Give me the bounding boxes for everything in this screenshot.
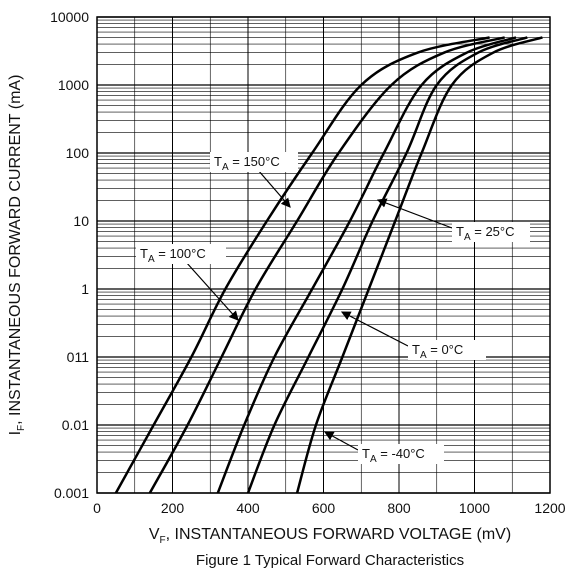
annotation-arrow [376, 198, 453, 229]
x-tick-label: 800 [387, 500, 411, 516]
annotation-rest: = 100°C [155, 246, 206, 261]
annotation-main: T [456, 224, 464, 239]
annotation-arrow [323, 431, 359, 451]
annotation-sub: A [222, 162, 229, 173]
annotation-rest: = 0°C [427, 342, 464, 357]
curve [114, 36, 490, 494]
curve [216, 36, 517, 494]
annotation-sub: A [370, 454, 377, 465]
y-label-sub: F [16, 425, 27, 431]
y-tick-label: 10 [73, 213, 89, 229]
annotation-arrow [257, 169, 291, 208]
annotation-arrow [340, 311, 409, 347]
curve [295, 36, 543, 494]
annotation-box [408, 340, 486, 360]
x-tick-label: 1000 [459, 500, 490, 516]
y-axis-label: IF, INSTANTANEOUS FORWARD CURRENT (mA) [7, 75, 27, 436]
annotation-box [452, 222, 530, 242]
annotation-rest: = 150°C [229, 154, 280, 169]
x-tick-label: 200 [161, 500, 185, 516]
annotation-sub: A [420, 350, 427, 361]
curve [148, 36, 506, 494]
y-label-main: I [7, 431, 24, 435]
annotation-sub: A [464, 232, 471, 243]
annotation: TA = 150°C [214, 154, 280, 173]
annotation-rest: = -40°C [377, 446, 425, 461]
curve [246, 36, 528, 494]
y-tick-label: 0.001 [54, 485, 89, 501]
y-tick-label: 10000 [50, 9, 89, 25]
caption: Figure 1 Typical Forward Characteristics [196, 552, 464, 569]
annotation-box [358, 444, 444, 464]
y-tick-label: 100 [66, 145, 90, 161]
y-label-rest: , INSTANTANEOUS FORWARD CURRENT (mA) [7, 75, 24, 425]
annotation: TA = 0°C [412, 342, 463, 361]
y-tick-label: 0.01 [62, 417, 89, 433]
annotation-arrow [185, 261, 239, 321]
annotation-sub: A [148, 254, 155, 265]
plot-frame [96, 16, 551, 494]
x-label-main: V [149, 526, 160, 543]
annotation-box [210, 152, 298, 172]
annotation: TA = -40°C [362, 446, 425, 465]
annotation-main: T [214, 154, 222, 169]
x-tick-label: 400 [236, 500, 260, 516]
annotation-box [136, 244, 226, 264]
annotation: TA = 100°C [140, 246, 206, 265]
x-label-sub: F [160, 535, 166, 546]
y-tick-label: 1000 [58, 77, 89, 93]
y-tick-label: 011 [67, 349, 90, 365]
annotation: TA = 25°C [456, 224, 515, 243]
y-tick-label: 1 [81, 281, 89, 297]
x-axis-label: VF, INSTANTANEOUS FORWARD VOLTAGE (mV) [149, 526, 511, 546]
annotation-rest: = 25°C [471, 224, 515, 239]
x-label-rest: , INSTANTANEOUS FORWARD VOLTAGE (mV) [166, 526, 512, 543]
annotation-main: T [362, 446, 370, 461]
x-tick-label: 1200 [534, 500, 565, 516]
x-tick-label: 0 [93, 500, 101, 516]
annotation-main: T [140, 246, 148, 261]
annotation-main: T [412, 342, 420, 357]
x-tick-label: 600 [312, 500, 336, 516]
